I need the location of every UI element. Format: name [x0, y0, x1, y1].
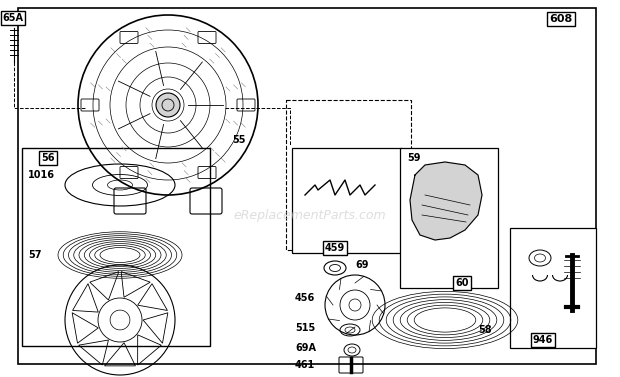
Text: 56: 56	[42, 153, 55, 163]
Text: 608: 608	[549, 14, 573, 24]
Text: eReplacementParts.com: eReplacementParts.com	[234, 208, 386, 222]
Circle shape	[156, 93, 180, 117]
Text: 456: 456	[295, 293, 315, 303]
Text: 58: 58	[478, 325, 492, 335]
Bar	[510, 228, 596, 348]
Bar	[286, 100, 411, 250]
Text: 69: 69	[355, 260, 368, 270]
Bar	[22, 148, 210, 346]
Text: 69A: 69A	[295, 343, 316, 353]
Text: 515: 515	[295, 323, 315, 333]
Text: 55: 55	[232, 135, 246, 145]
Text: 65A: 65A	[2, 13, 24, 23]
Text: 57: 57	[28, 250, 42, 260]
Text: 946: 946	[533, 335, 553, 345]
Polygon shape	[410, 162, 482, 240]
Bar	[292, 148, 402, 253]
Text: 459: 459	[325, 243, 345, 253]
Text: 461: 461	[295, 360, 315, 370]
Bar	[400, 148, 498, 288]
Text: 1016: 1016	[28, 170, 55, 180]
Text: 60: 60	[455, 278, 469, 288]
Text: 59: 59	[407, 153, 420, 163]
